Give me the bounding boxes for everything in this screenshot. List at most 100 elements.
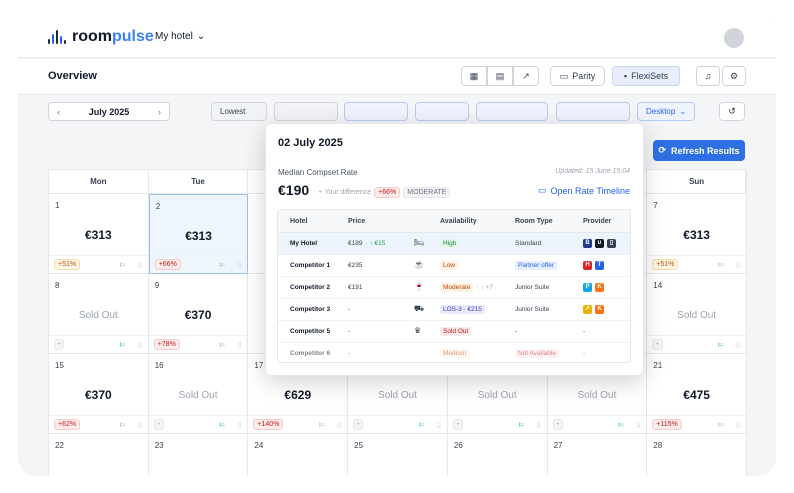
avatar[interactable] [724, 28, 744, 48]
room-type: Partner offer [515, 261, 558, 270]
filter-chip-3[interactable] [344, 102, 408, 121]
calendar-day[interactable]: 2 €313 +66% ⊨ ▯ [148, 194, 249, 274]
reset-button[interactable]: ↺ [719, 102, 745, 121]
col-price: Price [348, 218, 366, 225]
refresh-results-button[interactable]: ⟳ Refresh Results [653, 140, 745, 161]
sold-out-label: Sold Out [477, 390, 517, 401]
document-icon[interactable]: ▯ [736, 421, 740, 429]
day-number: 27 [553, 441, 563, 450]
room-type-tag: Not Available [515, 349, 559, 358]
lowest-filter[interactable]: Lowest [211, 102, 267, 121]
provider-logo-icon[interactable]: K [595, 283, 604, 292]
trend-icon: ↗ [522, 70, 530, 81]
flexisets-button[interactable]: ▪ FlexiSets [612, 66, 680, 86]
calendar-day[interactable]: 8 Sold Out - ⊨ ▯ [49, 274, 149, 354]
provider-logo-icon[interactable]: P [583, 283, 592, 292]
document-icon[interactable]: ▯ [436, 421, 441, 429]
calendar-day[interactable]: 14 Sold Out - ⊨ ▯ [647, 274, 747, 354]
calendar-day[interactable]: 27 [547, 434, 648, 476]
provider-logo-icon[interactable]: H [583, 261, 592, 270]
filter-chip-4[interactable] [415, 102, 469, 121]
filter-chip-6[interactable] [556, 102, 630, 121]
hotel-name: Competitor 6 [290, 350, 331, 357]
document-icon[interactable]: ▯ [237, 341, 242, 349]
calendar-day[interactable]: 1 €313 +51% ⊨ ▯ [49, 194, 149, 274]
provider-logo-icon[interactable]: ↗ [583, 305, 592, 314]
prev-month-icon[interactable]: ‹ [57, 106, 60, 117]
bed-icon: ⊨ [319, 421, 326, 429]
day-number: 22 [55, 441, 64, 450]
day-price: €475 [683, 388, 710, 402]
crown-icon: ♛ [414, 326, 422, 335]
table-header: Hotel Price Availability Room Type Provi… [278, 210, 630, 233]
document-icon[interactable]: ▯ [736, 341, 740, 349]
hotel-price: €191 [348, 284, 363, 291]
sold-out-label: Sold Out [378, 390, 417, 401]
calendar-day[interactable]: 7 €313 +51% ⊨ ▯ [647, 194, 747, 274]
hotel-select[interactable]: My hotel ⌄ [155, 31, 205, 42]
document-icon[interactable]: ▯ [237, 421, 242, 429]
calendar-day[interactable]: 22 [49, 434, 149, 476]
day-footer: +51% ⊨ ▯ [49, 255, 148, 273]
calendar-view-button[interactable]: ▦ [461, 66, 487, 86]
filter-chip-2[interactable] [274, 102, 338, 121]
compset-table: Hotel Price Availability Room Type Provi… [277, 209, 631, 363]
calendar-day[interactable]: 24 [248, 434, 349, 476]
bed-icon: ⊨ [418, 421, 425, 429]
day-price: €370 [184, 308, 212, 322]
table-row[interactable]: Competitor 5 - ♛ Sold Out - - [278, 321, 630, 343]
availability: LOS-3 · €215 [440, 305, 486, 314]
calendar-day[interactable]: 21 €475 +115% ⊨ ▯ [647, 354, 747, 434]
sold-out-label: Sold Out [78, 310, 118, 321]
day-number: 1 [55, 201, 60, 210]
providers: - [583, 328, 586, 335]
provider-logo-icon[interactable]: T [595, 261, 604, 270]
calendar-day[interactable]: 26 [447, 434, 548, 476]
day-number: 17 [254, 361, 264, 370]
calendar-day[interactable]: 28 [647, 434, 747, 476]
app-frame: roompulse My hotel ⌄ Overview ▦ ▤ ↗ ▭ Par… [18, 14, 776, 476]
availability: Medium [440, 349, 470, 358]
document-icon[interactable]: ▯ [137, 341, 142, 349]
day-price: €313 [85, 228, 112, 242]
provider-logo-icon[interactable]: ▯ [607, 239, 616, 248]
provider-logo-icon[interactable]: B [583, 239, 592, 248]
provider-logo-icon[interactable]: K [595, 305, 604, 314]
bed-icon: ⊨ [119, 341, 126, 349]
calendar-day[interactable]: 16 Sold Out - ⊨ ▯ [148, 354, 249, 434]
document-icon[interactable]: ▯ [137, 261, 142, 269]
table-view-button[interactable]: ▤ [487, 66, 513, 86]
calendar-day[interactable]: 23 [148, 434, 249, 476]
parity-button[interactable]: ▭ Parity [550, 66, 605, 86]
document-icon[interactable]: ▯ [137, 421, 142, 429]
brand-logo[interactable]: roompulse [48, 28, 154, 46]
document-icon[interactable]: ▯ [536, 421, 541, 429]
hotel-name: Competitor 1 [290, 262, 331, 269]
document-icon[interactable]: ▯ [636, 421, 641, 429]
availability-tag: High [440, 239, 460, 248]
day-number: 8 [55, 281, 60, 290]
day-number: 9 [154, 281, 160, 290]
settings-button[interactable]: ⚙ [722, 66, 746, 86]
binoculars-icon: ⛟ [414, 304, 425, 313]
open-rate-timeline-link[interactable]: ▭ Open Rate Timeline [538, 185, 630, 196]
parity-label: Parity [572, 71, 596, 81]
table-row[interactable]: Competitor 2 €191 🍷 Moderate · ↑ +7 Junior Su… [278, 277, 630, 299]
calendar-day[interactable]: 15 €370 +62% ⊨ ▯ [49, 354, 149, 434]
document-icon[interactable]: ▯ [736, 261, 740, 269]
alerts-button[interactable]: ♫ [696, 66, 720, 86]
table-row[interactable]: Competitor 1 €235 ☕ Low Partner offer H T [278, 255, 630, 277]
table-row[interactable]: Competitor 3 - ⛟ LOS-3 · €215 Junior Suite ↗ K [278, 299, 630, 321]
next-month-icon[interactable]: › [158, 106, 161, 117]
document-icon[interactable]: ▯ [337, 421, 342, 429]
calendar-day[interactable]: 25 [348, 434, 448, 476]
provider-logo-icon[interactable]: ʊ [595, 239, 604, 248]
calendar-day[interactable]: 9 €370 +78% ⊨ ▯ [148, 274, 249, 354]
filter-chip-5[interactable] [476, 102, 548, 121]
trend-view-button[interactable]: ↗ [513, 66, 539, 86]
day-footer: +115% ⊨ ▯ [647, 415, 746, 433]
table-row[interactable]: Competitor 6 - Medium Not Available - [278, 343, 630, 362]
device-select[interactable]: Desktop ⌄ [637, 102, 695, 121]
document-icon[interactable]: ▯ [237, 261, 242, 269]
